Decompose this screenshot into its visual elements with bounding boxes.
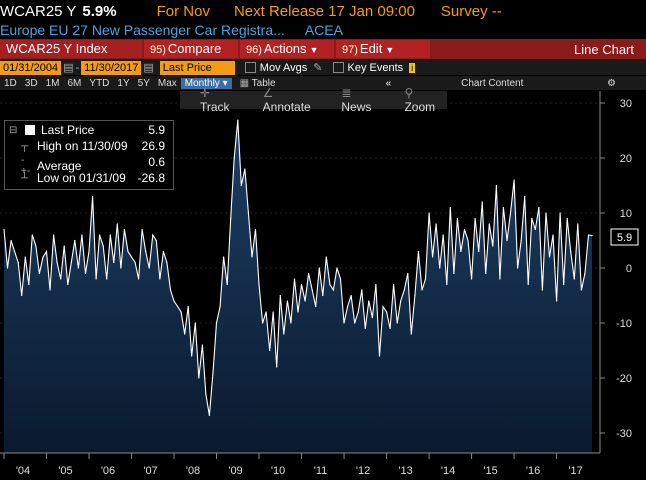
minus-box-icon: ⊟: [9, 124, 18, 136]
last-value-tag: 5.9: [610, 228, 639, 246]
x-tick-label: '09: [228, 465, 242, 477]
x-tick-label: '07: [143, 465, 157, 477]
chart-type-label: Line Chart: [574, 41, 634, 57]
key-events-label: Key Events: [347, 61, 404, 74]
table-icon: ▦: [239, 77, 250, 89]
calendar-icon[interactable]: ▤: [143, 62, 154, 74]
period-5y[interactable]: 5Y: [137, 77, 150, 89]
period-1d[interactable]: 1D: [4, 77, 17, 89]
period-max[interactable]: Max: [157, 77, 177, 89]
x-tick-label: '05: [58, 465, 72, 477]
news-button[interactable]: ≣ News: [341, 86, 372, 114]
x-tick-label: '16: [526, 465, 540, 477]
y-tick-label: 10: [620, 208, 632, 220]
y-tick-label: -30: [616, 428, 632, 440]
gear-icon[interactable]: ⚙: [607, 77, 616, 89]
calendar-icon[interactable]: ▤: [63, 62, 74, 74]
ticker: WCAR25 Y: [0, 2, 77, 20]
period-1y[interactable]: 1Y: [117, 77, 130, 89]
mov-avgs-label: Mov Avgs: [259, 61, 308, 74]
current-value: 5.9%: [82, 2, 117, 20]
source: ACEA: [304, 22, 343, 38]
table-button[interactable]: ▦ Table: [239, 77, 276, 89]
legend-average: -+- Average 0.6: [21, 155, 165, 177]
end-date-input[interactable]: 11/30/2017: [81, 60, 142, 75]
field-select[interactable]: Last Price: [159, 60, 235, 75]
magnifier-icon: ⚲: [404, 86, 414, 100]
pencil-icon: ∠: [262, 86, 274, 100]
price-line: [3, 120, 593, 416]
y-tick-label: 20: [620, 153, 632, 165]
chevron-down-icon: ▼: [385, 45, 395, 55]
last-value-text: 5.9: [617, 232, 632, 244]
price-area: [4, 120, 592, 453]
survey: Survey --: [440, 2, 502, 20]
x-tick-label: '17: [568, 465, 582, 477]
pencil-icon[interactable]: ✎: [313, 62, 323, 74]
security-field[interactable]: WCAR25 Y Index: [0, 40, 142, 58]
period-ytd[interactable]: YTD: [89, 77, 110, 89]
chart-toolbar: ✛ Track ∠ Annotate ≣ News ⚲ Zoom: [180, 86, 447, 114]
key-events-checkbox[interactable]: [332, 62, 344, 73]
x-tick-label: '06: [101, 465, 115, 477]
function-bar: WCAR25 Y Index 95) Compare 96) Actions ▼ 97…: [0, 39, 646, 59]
y-tick-label: 0: [626, 263, 632, 275]
mov-avgs-checkbox[interactable]: [244, 62, 256, 73]
news-icon: ≣: [341, 86, 352, 100]
x-tick-label: '08: [186, 465, 200, 477]
actions-button[interactable]: 96) Actions ▼: [240, 40, 334, 58]
annotate-button[interactable]: ∠ Annotate: [262, 86, 311, 114]
edit-button[interactable]: 97) Edit ▼: [336, 40, 430, 58]
description-line: Europe EU 27 New Passenger Car Registra.…: [0, 22, 646, 38]
x-tick-label: '15: [483, 465, 497, 477]
compare-button[interactable]: 95) Compare: [144, 40, 238, 58]
start-date-input[interactable]: 01/31/2004: [0, 60, 62, 75]
period-6m[interactable]: 6M: [67, 77, 82, 89]
next-release: Next Release 17 Jan 09:00: [233, 2, 415, 20]
y-tick-label: -20: [616, 373, 632, 385]
x-tick-label: '10: [271, 465, 285, 477]
security-description: Europe EU 27 New Passenger Car Registra.…: [0, 22, 285, 38]
average-marker-icon: -+-: [21, 155, 31, 177]
legend-last-price: ⊟ Last Price 5.9: [9, 123, 165, 137]
y-tick-label: -10: [616, 318, 632, 330]
x-tick-label: '12: [356, 465, 370, 477]
high-marker-icon: ┬: [21, 140, 29, 152]
y-tick-label: 30: [620, 98, 632, 110]
x-tick-label: '11: [314, 465, 328, 477]
date-range-bar: 01/31/2004 ▤ - 11/30/2017 ▤ Last Price M…: [0, 60, 646, 75]
info-icon[interactable]: i: [409, 62, 416, 73]
header-line: WCAR25 Y 5.9% For Nov Next Release 17 Ja…: [0, 0, 646, 22]
chevron-down-icon: ▼: [309, 45, 319, 55]
release-period: For Nov: [156, 2, 210, 20]
chart-content-button[interactable]: Chart Content: [461, 77, 524, 89]
x-tick-label: '04: [16, 465, 30, 477]
x-tick-label: '13: [398, 465, 412, 477]
series-swatch: [25, 125, 35, 135]
legend-high: ┬ High on 11/30/09 26.9: [21, 139, 165, 153]
period-bar: 1D 3D 1M 6M YTD 1Y 5Y Max Monthly ▾ ▦ Ta…: [0, 76, 646, 90]
period-1m[interactable]: 1M: [45, 77, 60, 89]
track-button[interactable]: ✛ Track: [200, 86, 230, 114]
zoom-button[interactable]: ⚲ Zoom: [404, 86, 436, 114]
chart-legend: ⊟ Last Price 5.9 ┬ High on 11/30/09 26.9 -…: [4, 120, 174, 190]
crosshair-icon: ✛: [200, 86, 211, 100]
frequency-select[interactable]: Monthly ▾: [180, 77, 232, 89]
x-tick-label: '14: [441, 465, 455, 477]
legend-low: ┴ Low on 01/31/09 -26.8: [21, 171, 165, 185]
collapse-icon[interactable]: «: [385, 77, 392, 89]
chevron-down-icon: ▾: [222, 77, 228, 89]
low-marker-icon: ┴: [21, 172, 29, 184]
period-3d[interactable]: 3D: [24, 77, 38, 89]
